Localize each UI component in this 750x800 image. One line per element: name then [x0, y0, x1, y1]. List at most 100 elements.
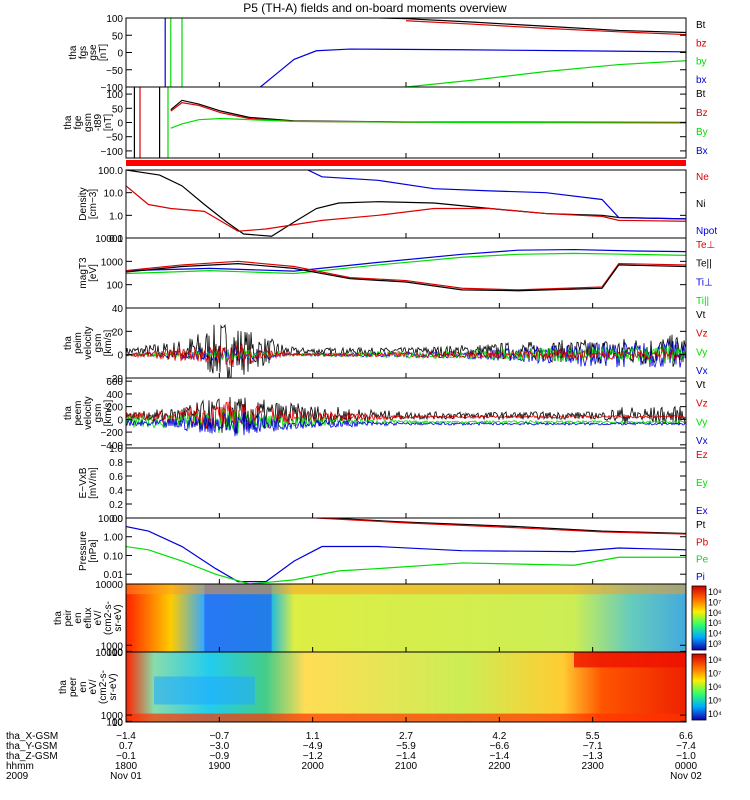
- p10-colorbar-label: 10⁶: [708, 682, 722, 692]
- p6-series-black: [126, 396, 686, 434]
- p2-ytick-label: −100: [100, 147, 123, 158]
- p8-ytick-label: 0.01: [104, 570, 124, 581]
- p2-ytick-label: 0: [117, 119, 123, 130]
- page-title: P5 (TH-A) fields and on-board moments ov…: [243, 1, 507, 15]
- p1-series-black: [358, 18, 686, 34]
- p4-frame: [125, 237, 687, 309]
- p1-series-red: [405, 20, 686, 36]
- p10-ylabel: peer: [68, 676, 79, 697]
- p6-ylabel: [km/s]: [103, 399, 114, 426]
- p8-ytick-label: 10.00: [98, 514, 123, 525]
- p1-ylabel: tha: [68, 45, 79, 59]
- p4-ylabel: magT3: [78, 257, 89, 289]
- p9-ylabel: eV/: [93, 610, 104, 625]
- p3-series-red: [126, 185, 686, 232]
- p10-colorbar: [691, 653, 707, 721]
- p3-plot-area: [126, 170, 686, 237]
- p3-ytick-label: 100.0: [98, 166, 123, 177]
- xtick-label: −1.4: [489, 751, 509, 762]
- p6-ytick-label: 200: [106, 403, 123, 414]
- p4-ylabel: [eV]: [88, 264, 99, 282]
- p10-colorbar-label: 10⁴: [708, 709, 722, 719]
- p10-colorbar-label: 10⁷: [708, 669, 721, 679]
- p2-ylabel: [nT]: [103, 114, 114, 131]
- xtick-label: 2300: [582, 761, 605, 772]
- p5-ytick-label: −20: [106, 374, 123, 385]
- xtick-label: −0.9: [209, 751, 229, 762]
- xtick-label: −1.4: [396, 751, 416, 762]
- p6-ytick-label: 600: [106, 377, 123, 388]
- p1-series-green: [405, 60, 686, 87]
- p3-legend-npot: Npot: [696, 226, 717, 237]
- p8-legend-pi: Pi: [696, 572, 705, 583]
- p1-ylabel: [nT]: [98, 44, 109, 61]
- p8-series-black: [316, 518, 686, 535]
- p6-ylabel: tha: [63, 406, 74, 420]
- p6-frame: [125, 377, 687, 449]
- p7-legend-ey: Ey: [696, 478, 708, 489]
- p2-ylabel: gsm: [83, 113, 94, 132]
- p8-ytick-label: 0.10: [104, 551, 124, 562]
- p1-ytick-label: 50: [112, 31, 124, 42]
- p2-ytick-label: −50: [106, 133, 123, 144]
- p6-legend-vx: Vx: [696, 436, 708, 447]
- p5-ytick-label: 40: [112, 304, 124, 315]
- p1-legend-bx: bx: [696, 75, 707, 86]
- p7-ytick-label: 0.6: [109, 472, 123, 483]
- p2-ylabel: -t89: [93, 113, 104, 131]
- p1-legend-by: by: [696, 57, 707, 68]
- xtick-label: 1900: [208, 761, 231, 772]
- xaxis-row-label: tha_X-GSM: [6, 731, 58, 742]
- p4-legend-te: Te⊥: [696, 240, 715, 251]
- p6-ytick-label: −400: [100, 441, 123, 452]
- p9-ylabel: eflux: [83, 607, 94, 628]
- xtick-label: −3.0: [209, 741, 229, 752]
- p10-ytick-label: 10: [112, 718, 124, 729]
- p10-ylabel: en: [78, 681, 89, 692]
- p1-plot-area: [164, 18, 686, 87]
- p3-series-black: [126, 170, 686, 237]
- p7-frame: [125, 447, 687, 519]
- p3-ytick-label: 1.0: [109, 211, 123, 222]
- xtick-label: 2100: [395, 761, 418, 772]
- xtick-label: 5.5: [586, 731, 600, 742]
- p5-legend-vz: Vz: [696, 329, 708, 340]
- p2-legend-by: By: [696, 127, 708, 138]
- p6-ylabel: gsm: [93, 404, 104, 423]
- p9-ytick-label: 1000: [101, 641, 124, 652]
- p5-ylabel: velocity: [83, 326, 94, 359]
- p10-electron-low-flux-region: [154, 676, 255, 705]
- xtick-label: −5.9: [396, 741, 416, 752]
- p3-legend-ne: Ne: [696, 172, 709, 183]
- p10-ytick-label: 10000: [95, 648, 123, 659]
- p10-plot-area: [126, 652, 686, 722]
- p6-legend-vt: Vt: [696, 380, 706, 391]
- p9-ylabel: en: [73, 612, 84, 623]
- p4-ytick-label: 10000: [95, 234, 123, 245]
- p5-ytick-label: 0: [117, 351, 123, 362]
- xaxis-row-label: tha_Z-GSM: [6, 751, 58, 762]
- p8-plot-area: [126, 518, 686, 584]
- p1-ytick-label: 100: [106, 14, 123, 25]
- p7-ytick-label: 0.0: [109, 514, 123, 525]
- p5-series-red: [126, 343, 686, 366]
- p2-series-green: [170, 117, 686, 129]
- p7-legend-ez: Ez: [696, 450, 708, 461]
- p2-legend-bt: Bt: [696, 89, 706, 100]
- p7-ylabel: [mV/m]: [88, 467, 99, 499]
- p7-ytick-label: 0.2: [109, 500, 123, 511]
- xtick-label: 1800: [115, 761, 138, 772]
- p3-ytick-label: 0.1: [109, 234, 123, 245]
- p4-series-red: [126, 260, 686, 291]
- xtick-label: 0000: [675, 761, 698, 772]
- xtick-label: 4.2: [492, 731, 506, 742]
- p10-colorbar-label: 10⁵: [708, 696, 722, 706]
- p6-ytick-label: −200: [100, 428, 123, 439]
- p6-ytick-label: 400: [106, 390, 123, 401]
- p5-ylabel: [km/s]: [103, 329, 114, 356]
- p5-legend-vx: Vx: [696, 366, 708, 377]
- xtick-label: 2000: [302, 761, 325, 772]
- p8-series-red: [316, 518, 686, 535]
- p10-ytick-label: 100: [106, 717, 123, 728]
- xtick-label: −7.1: [583, 741, 603, 752]
